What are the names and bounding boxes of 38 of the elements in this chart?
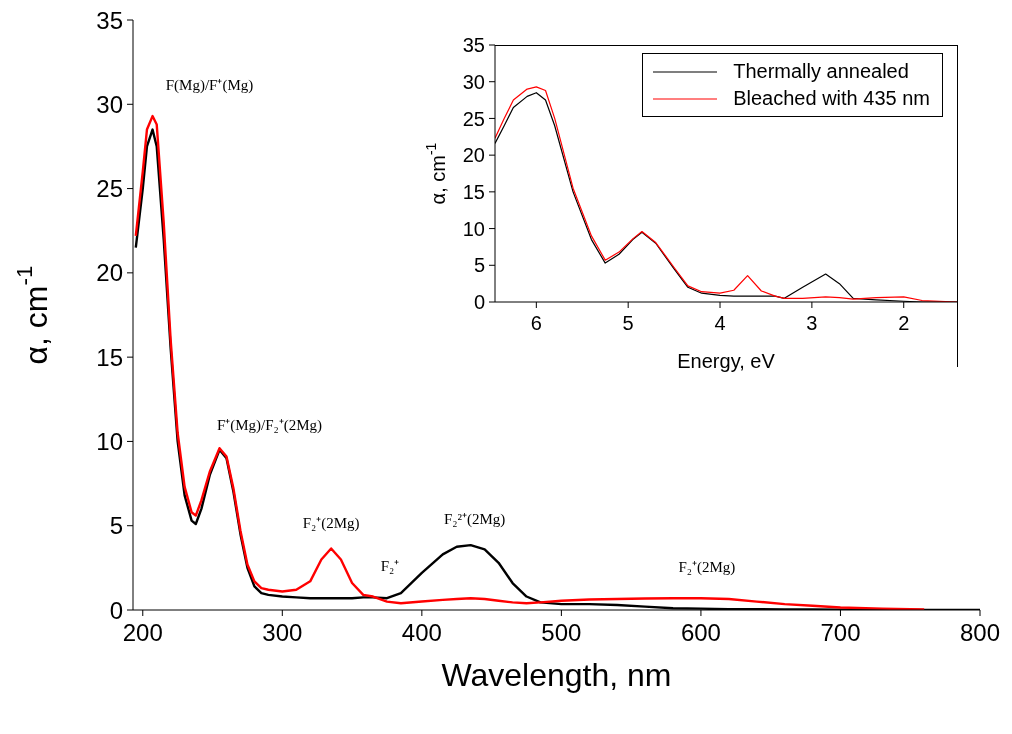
x-tick-label: 5 <box>622 312 634 335</box>
y-tick-label: 5 <box>473 254 485 277</box>
x-tick-label: 500 <box>541 619 582 647</box>
y-tick-label: 30 <box>462 70 485 93</box>
y-tick-label: 25 <box>462 107 485 130</box>
y-tick-label: 20 <box>96 259 123 287</box>
annotation: F₂⁺(2Mg) <box>678 559 736 577</box>
x-axis-title: Energy, eV <box>677 350 776 372</box>
annotation: F₂⁺(2Mg) <box>302 515 360 533</box>
y-tick-label: 10 <box>462 217 485 240</box>
x-tick-label: 600 <box>680 619 721 647</box>
legend-label: Thermally annealed <box>733 59 909 84</box>
y-tick-label: 5 <box>109 512 123 540</box>
x-tick-label: 800 <box>959 619 1001 647</box>
x-tick-label: 6 <box>530 312 542 335</box>
annotation: F₂⁺ <box>380 558 400 575</box>
x-axis-title: Wavelength, nm <box>441 657 672 693</box>
y-tick-label: 0 <box>109 596 123 624</box>
y-tick-label: 20 <box>462 144 485 167</box>
x-tick-label: 400 <box>401 619 442 647</box>
x-tick-label: 2 <box>898 312 910 335</box>
y-tick-label: 35 <box>96 6 123 34</box>
y-tick-label: 0 <box>473 291 485 314</box>
y-tick-label: 25 <box>96 175 123 203</box>
x-tick-label: 3 <box>806 312 818 335</box>
annotation: F⁺(Mg)/F₂⁺(2Mg) <box>216 417 323 435</box>
y-tick-label: 35 <box>462 34 485 57</box>
legend-label: Bleached with 435 nm <box>733 86 930 111</box>
y-tick-label: 15 <box>462 180 485 203</box>
y-tick-label: 30 <box>96 90 123 118</box>
annotation: F₂²⁺(2Mg) <box>443 511 506 529</box>
x-tick-label: 300 <box>262 619 303 647</box>
x-tick-label: 4 <box>714 312 726 335</box>
y-tick-label: 10 <box>96 427 123 455</box>
x-tick-label: 700 <box>820 619 861 647</box>
y-tick-label: 15 <box>96 343 123 371</box>
x-tick-label: 200 <box>122 619 163 647</box>
annotation: F(Mg)/F⁺(Mg) <box>165 77 254 95</box>
